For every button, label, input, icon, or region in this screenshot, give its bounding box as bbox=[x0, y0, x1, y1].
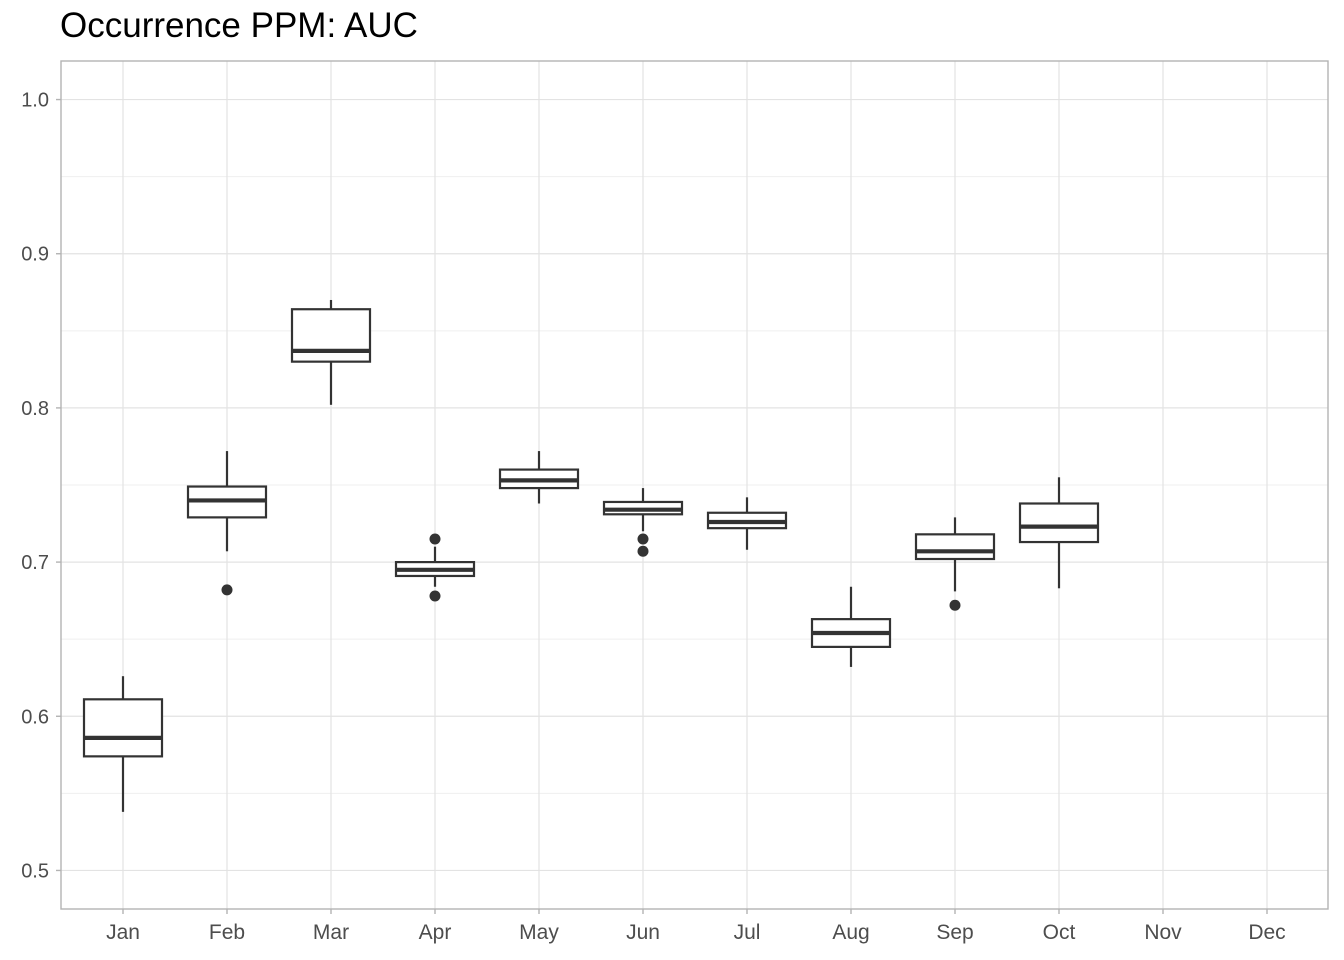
x-tick-label: Jan bbox=[106, 921, 140, 944]
x-tick-label: Sep bbox=[936, 921, 973, 944]
grid-minor bbox=[61, 176, 1328, 794]
outlier-point bbox=[637, 545, 649, 557]
x-tick-label: Mar bbox=[313, 921, 349, 944]
box-sep bbox=[914, 517, 996, 611]
x-tick-label: Dec bbox=[1248, 921, 1285, 944]
outlier-point bbox=[949, 599, 961, 611]
y-tick-label: 1.0 bbox=[21, 90, 49, 112]
grid-major bbox=[61, 61, 1328, 909]
x-tick-label: Feb bbox=[209, 921, 245, 944]
y-tick-label: 0.8 bbox=[21, 398, 49, 420]
x-tick-label: Jul bbox=[734, 921, 761, 944]
box-body bbox=[82, 698, 164, 758]
y-tick-label: 0.7 bbox=[21, 552, 49, 574]
box-body bbox=[914, 533, 996, 561]
x-tick-label: May bbox=[519, 921, 559, 944]
outlier-point bbox=[637, 533, 649, 545]
x-tick-label: Apr bbox=[419, 921, 452, 944]
outlier-point bbox=[429, 533, 441, 545]
box-may bbox=[498, 451, 580, 504]
outlier-point bbox=[429, 590, 441, 602]
box-mar bbox=[290, 299, 372, 405]
x-tick-label: Aug bbox=[832, 921, 869, 944]
boxplot-series bbox=[82, 299, 1100, 812]
x-tick-label: Oct bbox=[1043, 921, 1076, 944]
y-tick-label: 0.6 bbox=[21, 706, 49, 728]
box-oct bbox=[1018, 477, 1100, 589]
box-aug bbox=[810, 586, 892, 667]
x-tick-label: Nov bbox=[1144, 921, 1182, 944]
y-tick-label: 0.5 bbox=[21, 860, 49, 882]
box-feb bbox=[186, 451, 268, 596]
box-jun bbox=[602, 488, 684, 557]
panel-border bbox=[60, 60, 1329, 910]
box-jan bbox=[82, 676, 164, 812]
box-apr bbox=[394, 533, 476, 602]
y-tick-label: 0.9 bbox=[21, 244, 49, 266]
box-body bbox=[1018, 502, 1100, 544]
y-axis: 0.5 0.6 0.7 0.8 0.9 1.0 bbox=[21, 90, 61, 882]
outlier-point bbox=[221, 584, 233, 596]
x-axis: Jan Feb Mar Apr May Jun Jul Aug Sep Oct Nov Dec bbox=[106, 909, 1286, 944]
x-tick-label: Jun bbox=[626, 921, 660, 944]
chart-title: Occurrence PPM: AUC bbox=[60, 6, 418, 45]
box-jul bbox=[706, 497, 788, 550]
box-body bbox=[290, 308, 372, 363]
